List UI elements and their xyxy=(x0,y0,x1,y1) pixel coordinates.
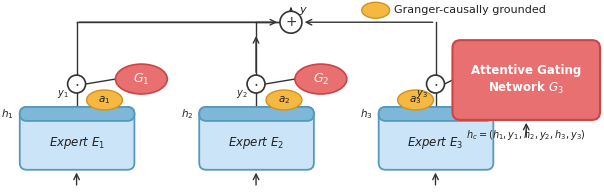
FancyBboxPatch shape xyxy=(20,107,135,170)
FancyBboxPatch shape xyxy=(199,107,314,170)
Circle shape xyxy=(68,75,86,93)
FancyBboxPatch shape xyxy=(199,107,314,121)
Ellipse shape xyxy=(295,64,347,94)
Text: Expert $E_2$: Expert $E_2$ xyxy=(228,135,284,151)
Text: $y$: $y$ xyxy=(299,5,308,17)
Text: $h_c = (h_1,y_1,h_2,y_2,h_3,y_3)$: $h_c = (h_1,y_1,h_2,y_2,h_3,y_3)$ xyxy=(466,128,586,142)
Text: Granger-causally grounded: Granger-causally grounded xyxy=(394,5,545,15)
Text: $+$: $+$ xyxy=(285,15,297,29)
Circle shape xyxy=(426,75,445,93)
Text: $\cdot$: $\cdot$ xyxy=(74,77,79,92)
Ellipse shape xyxy=(115,64,167,94)
Text: $\cdot$: $\cdot$ xyxy=(254,77,259,92)
FancyBboxPatch shape xyxy=(20,107,135,121)
FancyBboxPatch shape xyxy=(452,40,600,120)
Text: Expert $E_3$: Expert $E_3$ xyxy=(408,135,464,151)
Text: $h_2$: $h_2$ xyxy=(181,107,193,121)
Ellipse shape xyxy=(362,2,390,18)
Text: $G_2$: $G_2$ xyxy=(313,71,329,87)
FancyBboxPatch shape xyxy=(379,107,493,121)
Circle shape xyxy=(280,11,302,33)
Text: $h_3$: $h_3$ xyxy=(360,107,373,121)
Text: $a_1$: $a_1$ xyxy=(98,94,111,106)
Text: $a_2$: $a_2$ xyxy=(278,94,290,106)
Text: Attentive Gating
Network $G_3$: Attentive Gating Network $G_3$ xyxy=(471,64,582,96)
Ellipse shape xyxy=(397,90,434,110)
Circle shape xyxy=(247,75,265,93)
Ellipse shape xyxy=(86,90,123,110)
Text: $y_2$: $y_2$ xyxy=(236,88,248,100)
Text: $y_3$: $y_3$ xyxy=(416,88,428,100)
Ellipse shape xyxy=(266,90,302,110)
Text: $h_1$: $h_1$ xyxy=(1,107,14,121)
Text: $a_3$: $a_3$ xyxy=(410,94,422,106)
Text: Expert $E_1$: Expert $E_1$ xyxy=(48,135,104,151)
Text: $\cdot$: $\cdot$ xyxy=(433,77,438,92)
FancyBboxPatch shape xyxy=(379,107,493,170)
Text: $y_1$: $y_1$ xyxy=(57,88,68,100)
Text: $G_1$: $G_1$ xyxy=(133,71,150,87)
